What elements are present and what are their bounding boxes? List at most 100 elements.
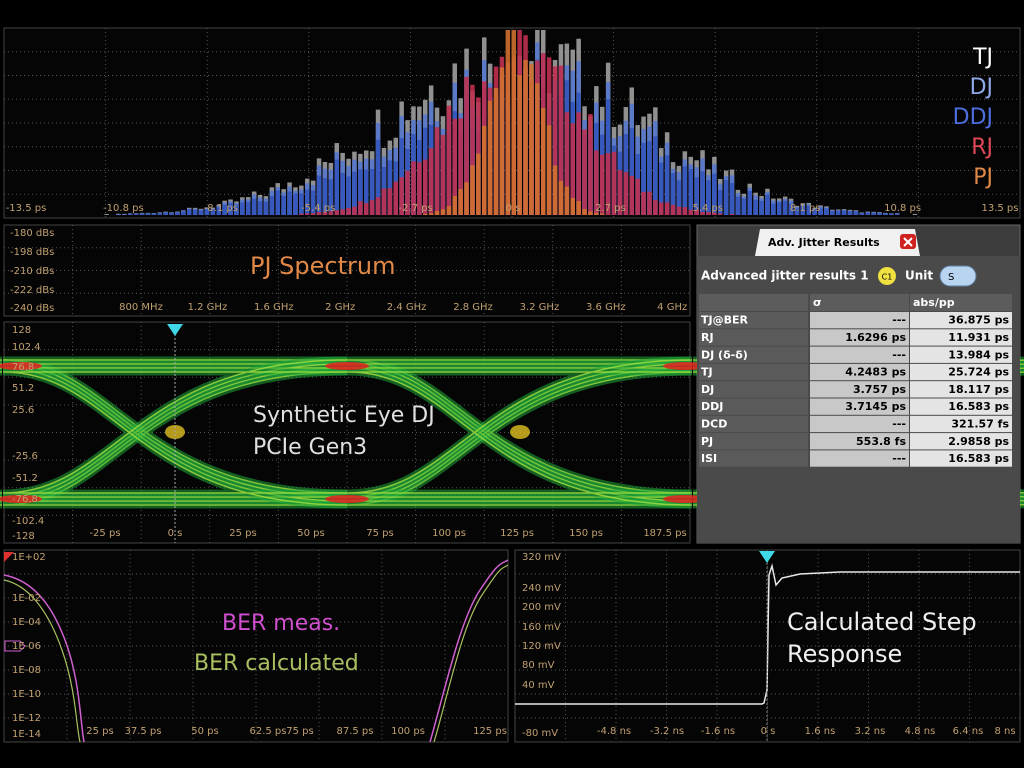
- histogram-bar: [104, 213, 109, 215]
- legend-entry: PJ: [973, 165, 993, 190]
- histogram-bar: [228, 203, 233, 215]
- histogram-bar: [635, 178, 640, 215]
- histogram-bar: [387, 188, 393, 215]
- histogram-bar: [423, 213, 428, 215]
- histogram-bar: [723, 180, 729, 215]
- histogram-bar: [440, 134, 446, 215]
- histogram-bar: [729, 213, 735, 215]
- histogram-bar: [847, 211, 853, 215]
- histogram-bar: [482, 125, 487, 215]
- histogram-bar: [859, 213, 865, 215]
- histogram-bar: [582, 129, 587, 215]
- histogram-bar: [417, 162, 422, 215]
- table-cell: [810, 433, 909, 450]
- histogram-bar: [452, 118, 457, 215]
- histogram-bar: [328, 179, 334, 215]
- histogram-x-label: -2.7 ps: [398, 203, 432, 214]
- eye-y-label: 76.8: [12, 362, 34, 373]
- histogram-bar: [181, 211, 186, 215]
- eye-hotspot: [0, 495, 42, 503]
- step-y-label: 240 mV: [522, 583, 561, 594]
- eye-hotspot: [325, 362, 369, 370]
- histogram-bar: [700, 171, 705, 215]
- pj-x-label: 4 GHz: [657, 302, 687, 313]
- table-cell: [910, 450, 1012, 467]
- eye-y-label: -25.6: [12, 451, 38, 462]
- histogram-bar: [145, 213, 151, 215]
- table-text: DJ: [701, 383, 714, 396]
- histogram-bar: [883, 213, 888, 215]
- histogram-bar: [706, 212, 711, 215]
- eye-x-label: 75 ps: [366, 528, 393, 539]
- eye-trigger: [167, 324, 183, 336]
- histogram-bar: [718, 189, 723, 215]
- histogram-bar: [576, 201, 581, 215]
- eye-x-label: 150 ps: [569, 528, 603, 539]
- histogram-bar: [688, 169, 693, 215]
- histogram-bar: [116, 213, 121, 215]
- histogram-bar: [523, 59, 528, 215]
- step-x-label: -1.6 ns: [701, 726, 735, 737]
- histogram-bar: [346, 176, 351, 215]
- histogram-bar: [128, 213, 133, 215]
- unit-label: Unit: [905, 269, 933, 283]
- ber-y-label: 1E+02: [12, 552, 46, 563]
- results-tab: [755, 229, 920, 256]
- table-text: 13.984 ps: [948, 348, 1009, 361]
- results-tab-title: Adv. Jitter Results: [768, 236, 880, 249]
- histogram-bar: [334, 159, 339, 215]
- histogram-bar: [670, 204, 676, 215]
- histogram-bar: [187, 209, 192, 215]
- table-cell: [910, 398, 1012, 415]
- histogram-bar: [853, 211, 859, 215]
- histogram-bar: [428, 148, 434, 215]
- histogram-bar: [352, 171, 357, 215]
- table-cell: [699, 433, 808, 450]
- table-cell: [699, 312, 808, 329]
- histogram-bar: [582, 209, 587, 215]
- table-cell: [810, 450, 909, 467]
- ber-marker: [4, 552, 14, 562]
- step-label: Response: [787, 640, 902, 668]
- histogram-bar: [889, 213, 894, 215]
- legend-entry: DDJ: [953, 105, 993, 130]
- column-header: abs/pp: [913, 296, 955, 309]
- step-y-label: 80 mV: [522, 660, 555, 671]
- histogram-bar: [246, 201, 251, 215]
- histogram-x-label: 5.4 ps: [692, 203, 723, 214]
- histogram-bar: [605, 153, 611, 215]
- histogram-bar: [552, 165, 558, 215]
- ber-x-label: 25 ps: [86, 726, 113, 737]
- channel-label: C1: [882, 273, 893, 282]
- histogram-bar: [570, 123, 575, 215]
- ber-x-label: 62.5 ps: [249, 726, 286, 737]
- step-x-label: 6.4 ns: [953, 726, 984, 737]
- unit-selector[interactable]: [939, 265, 977, 287]
- legend-entry: RJ: [971, 135, 993, 160]
- histogram-x-label: 13.5 ps: [981, 203, 1018, 214]
- ber-y-label: 1E-10: [12, 689, 41, 700]
- histogram-bar: [281, 195, 286, 215]
- histogram-bar: [564, 112, 570, 215]
- table-cell: [810, 346, 909, 363]
- ber-y-label: 1E-06: [12, 641, 41, 652]
- ber-x-label: 50 ps: [191, 726, 218, 737]
- histogram-bar: [682, 207, 688, 215]
- ber-y-label: 1E-04: [12, 617, 41, 628]
- eye-y-label: 25.6: [12, 405, 34, 416]
- histogram-bar: [564, 186, 570, 215]
- step-x-label: 8 ns: [994, 726, 1015, 737]
- histogram-bar: [718, 213, 723, 215]
- header-cell: [910, 294, 1012, 311]
- histogram-bar: [305, 213, 310, 215]
- histogram-bar: [824, 208, 829, 215]
- histogram-bar: [617, 170, 623, 215]
- eye-hotspot: [325, 495, 369, 503]
- histogram-bar: [600, 213, 605, 215]
- histogram-bar: [411, 161, 416, 215]
- pj-x-label: 2 GHz: [325, 302, 355, 313]
- table-cell: [810, 312, 909, 329]
- step-label: Calculated Step: [787, 608, 977, 636]
- histogram-bar: [387, 160, 393, 215]
